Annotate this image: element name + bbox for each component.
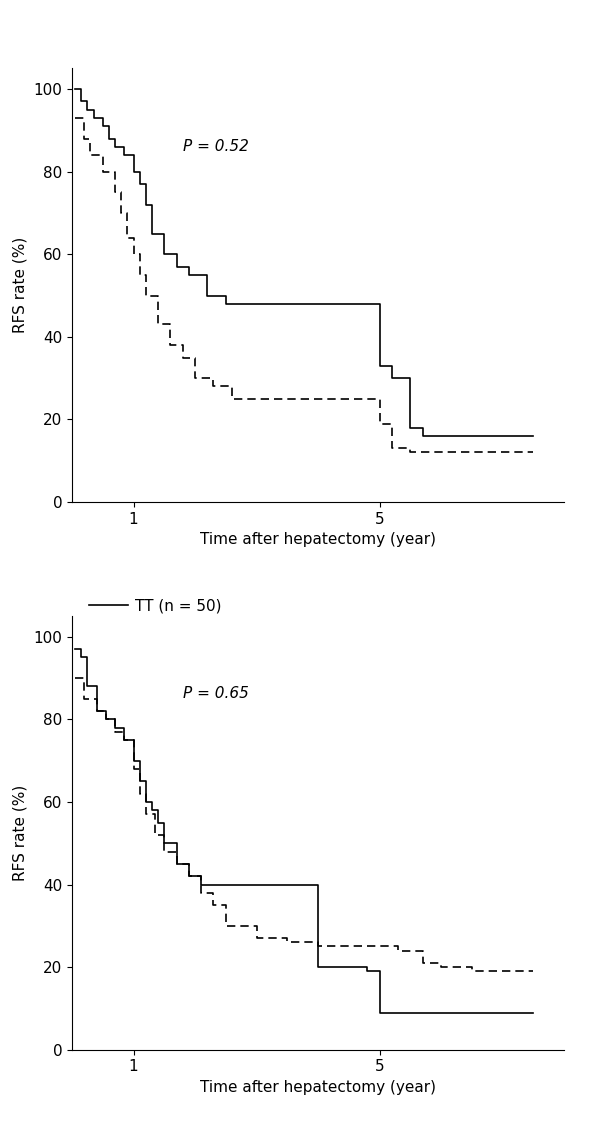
X-axis label: Time after hepatectomy (year): Time after hepatectomy (year) <box>200 533 436 548</box>
Y-axis label: RFS rate (%): RFS rate (%) <box>13 237 28 333</box>
Y-axis label: RFS rate (%): RFS rate (%) <box>13 785 28 881</box>
Legend: TT (n = 50), TG + GG (n = 14): TT (n = 50), TG + GG (n = 14) <box>89 599 271 633</box>
Text: P = 0.52: P = 0.52 <box>182 139 248 154</box>
Text: P = 0.65: P = 0.65 <box>182 687 248 702</box>
X-axis label: Time after hepatectomy (year): Time after hepatectomy (year) <box>200 1081 436 1095</box>
Text: ( a ): ( a ) <box>302 685 334 699</box>
